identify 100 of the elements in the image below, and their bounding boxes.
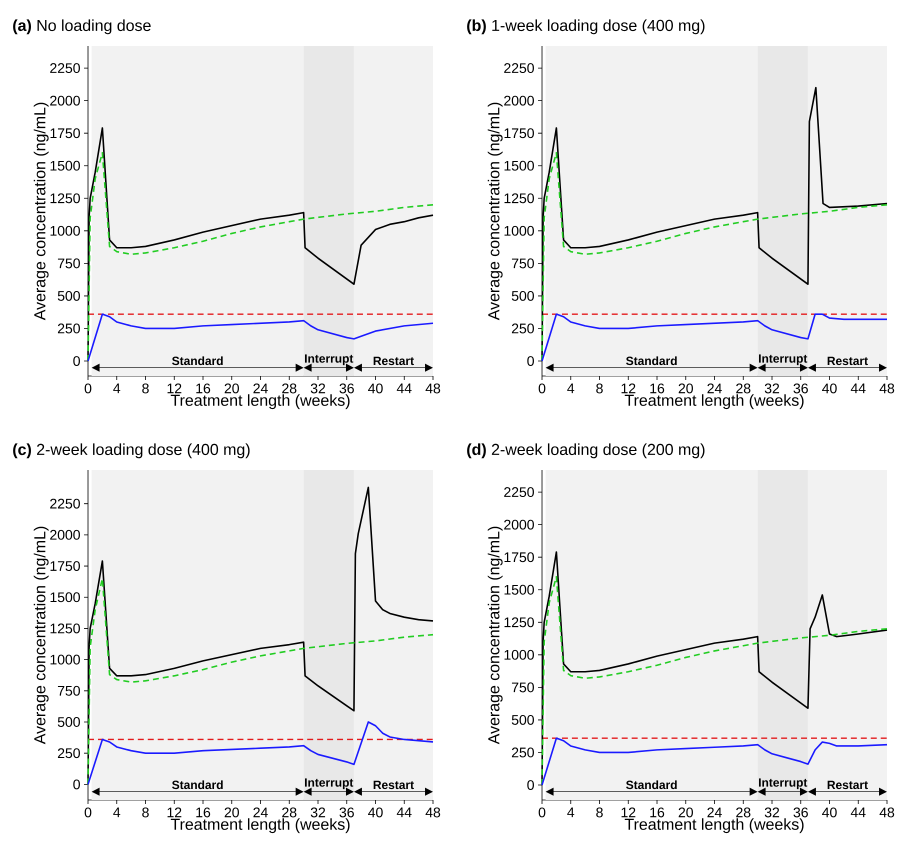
y-tick-label: 0	[527, 356, 534, 366]
y-tick-label: 0	[527, 780, 534, 790]
y-tick-label: 750	[58, 686, 80, 696]
x-tick-label: 16	[650, 383, 664, 394]
x-tick-label: 28	[282, 807, 296, 818]
x-tick-label: 12	[622, 807, 636, 818]
x-tick-label: 4	[567, 383, 574, 394]
x-tick-label: 20	[678, 383, 693, 394]
band-label: Standard	[172, 356, 223, 366]
x-tick-label: 28	[736, 383, 750, 394]
x-tick-label: 24	[707, 383, 722, 394]
x-tick-label: 4	[567, 807, 574, 818]
x-tick-label: 36	[340, 383, 354, 394]
y-tick-label: 0	[73, 779, 80, 790]
y-tick-label: 500	[512, 290, 534, 301]
band-label: Interrupt	[305, 354, 354, 366]
x-tick-label: 48	[880, 807, 894, 818]
y-axis-title: Average concentration (ng/mL)	[34, 526, 49, 744]
x-tick-label: 24	[707, 807, 722, 818]
band-label: Restart	[828, 780, 868, 790]
x-tick-label: 40	[822, 383, 837, 394]
chart-title: (a) No loading dose	[13, 19, 151, 34]
y-tick-label: 1500	[504, 584, 534, 595]
x-tick-label: 44	[396, 807, 412, 818]
band-label: Restart	[828, 356, 868, 366]
y-tick-label: 500	[58, 290, 80, 301]
x-tick-label: 20	[678, 807, 693, 818]
x-tick-label: 36	[340, 807, 354, 818]
x-tick-label: 0	[84, 807, 92, 818]
x-axis-title: Treatment length (weeks)	[624, 394, 804, 410]
x-tick-label: 16	[196, 383, 210, 394]
x-tick-label: 32	[310, 807, 326, 818]
x-tick-label: 32	[310, 383, 326, 394]
chart-title: (d) 2-week loading dose (200 mg)	[467, 443, 704, 458]
y-tick-label: 2250	[504, 63, 534, 74]
x-tick-label: 32	[764, 383, 780, 394]
x-tick-label: 12	[622, 383, 636, 394]
y-tick-label: 2250	[50, 63, 80, 74]
x-tick-label: 36	[794, 383, 808, 394]
band-label: Interrupt	[759, 778, 808, 790]
x-axis-title: Treatment length (weeks)	[170, 394, 350, 410]
y-tick-label: 250	[58, 748, 80, 758]
y-tick-label: 1000	[50, 226, 80, 236]
y-tick-label: 1000	[50, 654, 80, 665]
y-tick-label: 750	[58, 258, 80, 268]
y-tick-label: 500	[512, 714, 534, 725]
x-tick-label: 32	[764, 807, 780, 818]
y-tick-label: 750	[512, 258, 534, 268]
x-tick-label: 48	[880, 383, 894, 394]
y-tick-label: 2000	[50, 96, 80, 106]
band-label: Restart	[374, 356, 414, 366]
x-tick-label: 36	[794, 807, 808, 818]
y-tick-label: 2000	[50, 530, 80, 540]
y-tick-label: 1750	[504, 552, 534, 562]
x-axis-title: Treatment length (weeks)	[624, 818, 804, 834]
x-tick-label: 8	[142, 383, 149, 394]
band-label: Restart	[374, 780, 414, 790]
x-tick-label: 12	[168, 807, 182, 818]
y-tick-label: 1250	[50, 623, 80, 634]
x-tick-label: 48	[426, 383, 440, 394]
y-tick-label: 1000	[504, 650, 534, 660]
y-axis-title: Average concentration (ng/mL)	[488, 526, 503, 744]
x-tick-label: 44	[396, 383, 412, 394]
y-axis-title: Average concentration (ng/mL)	[488, 102, 503, 320]
x-tick-label: 40	[368, 383, 383, 394]
y-tick-label: 2250	[50, 498, 80, 509]
y-tick-label: 1500	[504, 160, 534, 171]
x-axis-title: Treatment length (weeks)	[170, 818, 350, 834]
y-tick-label: 1500	[50, 160, 80, 171]
y-tick-label: 1750	[504, 128, 534, 138]
x-tick-label: 44	[850, 383, 866, 394]
x-tick-label: 16	[650, 807, 664, 818]
y-tick-label: 250	[58, 324, 80, 334]
y-tick-label: 1500	[50, 592, 80, 602]
x-tick-label: 40	[822, 807, 837, 818]
y-tick-label: 1250	[504, 193, 534, 204]
y-tick-label: 250	[512, 748, 534, 758]
x-tick-label: 16	[196, 807, 210, 818]
band-label: Standard	[626, 780, 677, 790]
x-tick-label: 4	[113, 807, 120, 818]
x-tick-label: 12	[168, 383, 182, 394]
x-tick-label: 8	[596, 383, 603, 394]
x-tick-label: 0	[538, 383, 546, 394]
x-tick-label: 0	[84, 383, 92, 394]
band-label: Standard	[172, 780, 223, 790]
band-label: Standard	[626, 356, 677, 366]
chart-title: (b) 1-week loading dose (400 mg)	[467, 19, 704, 34]
y-axis-title: Average concentration (ng/mL)	[34, 102, 49, 320]
x-tick-label: 28	[282, 383, 296, 394]
y-tick-label: 2000	[504, 520, 534, 530]
x-tick-label: 0	[538, 807, 546, 818]
y-tick-label: 250	[512, 324, 534, 334]
x-tick-label: 4	[113, 383, 120, 394]
band-label: Interrupt	[759, 354, 808, 366]
y-tick-label: 1000	[504, 226, 534, 236]
x-tick-label: 8	[142, 807, 149, 818]
y-tick-label: 500	[58, 717, 80, 727]
x-tick-label: 8	[596, 807, 603, 818]
chart-title: (c) 2-week loading dose (400 mg)	[13, 443, 250, 458]
band-label: Interrupt	[305, 778, 354, 790]
